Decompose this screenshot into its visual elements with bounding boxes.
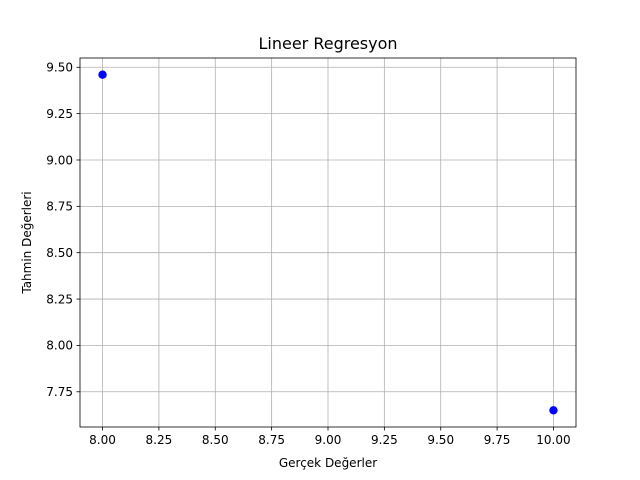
x-tick-label: 9.50 bbox=[427, 433, 454, 447]
y-tick-label: 8.25 bbox=[46, 292, 73, 306]
y-tick-label: 9.00 bbox=[46, 153, 73, 167]
plot-area-frame bbox=[79, 57, 577, 428]
axis-ticks: 8.00 8.25 8.50 8.75 9.00 9.25 9.50 9.75 10.00 7.7… bbox=[46, 61, 570, 447]
y-tick-label: 8.00 bbox=[46, 339, 73, 353]
chart-title: Lineer Regresyon bbox=[258, 34, 397, 53]
data-point bbox=[98, 70, 107, 79]
y-axis-title: Tahmin Değerleri bbox=[20, 191, 34, 294]
x-tick-label: 8.00 bbox=[89, 433, 116, 447]
y-tick-label: 8.50 bbox=[46, 246, 73, 260]
x-tick-label: 10.00 bbox=[536, 433, 570, 447]
x-tick-label: 8.50 bbox=[202, 433, 229, 447]
x-axis-title: Gerçek Değerler bbox=[279, 456, 377, 470]
y-tick-label: 7.75 bbox=[46, 385, 73, 399]
data-point bbox=[549, 406, 558, 415]
y-tick-label: 9.25 bbox=[46, 107, 73, 121]
grid-lines bbox=[80, 58, 576, 427]
x-tick-label: 9.00 bbox=[315, 433, 342, 447]
y-tick-label: 9.50 bbox=[46, 61, 73, 75]
x-tick-label: 8.25 bbox=[146, 433, 173, 447]
y-tick-label: 8.75 bbox=[46, 200, 73, 214]
x-tick-label: 8.75 bbox=[258, 433, 285, 447]
data-points bbox=[98, 70, 558, 415]
x-tick-label: 9.75 bbox=[484, 433, 511, 447]
x-tick-label: 9.25 bbox=[371, 433, 398, 447]
